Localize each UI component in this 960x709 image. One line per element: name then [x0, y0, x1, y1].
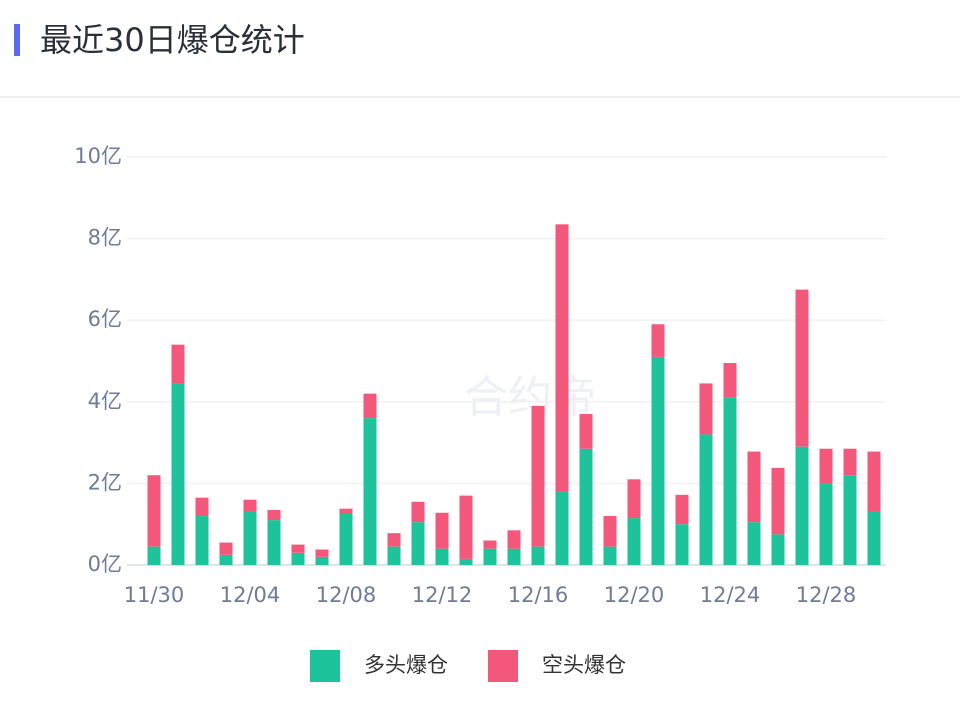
- page-title: 最近30日爆仓统计: [40, 21, 305, 59]
- title-accent: [14, 24, 20, 56]
- legend-label: 多头爆仓: [364, 653, 448, 677]
- bar-segment: [579, 448, 593, 565]
- bar-segment: [507, 530, 521, 549]
- bar-segment: [339, 514, 353, 565]
- y-tick-label: 6亿: [88, 307, 122, 331]
- bar-segment: [315, 556, 329, 565]
- bar-segment: [795, 446, 809, 565]
- watermark: 合约帝: [464, 372, 596, 423]
- bar-segment: [147, 546, 161, 565]
- bar-segment: [291, 552, 305, 565]
- bar-segment: [699, 383, 713, 435]
- y-tick-label: 10亿: [74, 144, 122, 168]
- x-tick-label: 11/30: [124, 583, 185, 607]
- bar-segment: [291, 544, 305, 553]
- bar-segment: [603, 546, 617, 565]
- x-tick-label: 12/16: [508, 583, 569, 607]
- bar-segment: [171, 344, 185, 384]
- bar-segment: [723, 363, 737, 398]
- bar-segment: [195, 497, 209, 517]
- bar-segment: [315, 549, 329, 557]
- bar-segment: [411, 522, 425, 565]
- bar-segment: [579, 414, 593, 449]
- bar-segment: [171, 383, 185, 565]
- bar-segment: [387, 546, 401, 565]
- bar-segment: [363, 418, 377, 565]
- bar-segment: [147, 475, 161, 547]
- bar-segment: [771, 467, 785, 535]
- bar-segment: [435, 512, 449, 549]
- x-tick-label: 12/12: [412, 583, 473, 607]
- y-tick-label: 2亿: [88, 470, 122, 494]
- legend-label: 空头爆仓: [542, 653, 626, 677]
- bar-segment: [459, 495, 473, 559]
- bar-segment: [795, 289, 809, 447]
- bar-segment: [867, 511, 881, 565]
- bar-segment: [603, 516, 617, 547]
- bar-segment: [555, 224, 569, 492]
- x-tick-label: 12/24: [700, 583, 761, 607]
- bar-segment: [675, 494, 689, 525]
- bar-segment: [507, 548, 521, 565]
- bar-segment: [195, 516, 209, 565]
- bar-segment: [843, 475, 857, 565]
- x-tick-label: 12/28: [796, 583, 857, 607]
- bar-segment: [483, 548, 497, 565]
- legend-swatch: [488, 650, 518, 682]
- bar-segment: [867, 451, 881, 512]
- bar-segment: [219, 542, 233, 555]
- bar-segment: [651, 324, 665, 357]
- bar-segment: [459, 558, 473, 565]
- y-tick-label: 4亿: [88, 389, 122, 413]
- bar-segment: [819, 483, 833, 565]
- bar-segment: [675, 524, 689, 565]
- legend-swatch: [310, 650, 340, 682]
- bar-segment: [483, 540, 497, 549]
- bar-segment: [723, 397, 737, 565]
- bar-segment: [843, 448, 857, 476]
- x-tick-label: 12/08: [316, 583, 377, 607]
- bar-segment: [819, 448, 833, 484]
- bar-segment: [267, 509, 281, 521]
- x-tick-label: 12/20: [604, 583, 665, 607]
- bar-segment: [531, 405, 545, 547]
- y-tick-label: 0亿: [88, 552, 122, 576]
- bar-segment: [435, 548, 449, 565]
- bar-segment: [699, 434, 713, 565]
- bar-segment: [747, 451, 761, 523]
- bar-segment: [651, 356, 665, 565]
- bar-segment: [219, 554, 233, 565]
- bar-segment: [771, 534, 785, 565]
- bar-segment: [387, 533, 401, 547]
- bar-segment: [243, 511, 257, 565]
- bar-segment: [627, 479, 641, 519]
- bar-segment: [363, 393, 377, 419]
- y-tick-label: 8亿: [88, 226, 122, 250]
- bar-segment: [243, 499, 257, 512]
- bar-segment: [531, 546, 545, 565]
- x-tick-label: 12/04: [220, 583, 281, 607]
- bar-segment: [411, 501, 425, 523]
- bar-segment: [747, 522, 761, 565]
- bar-segment: [555, 491, 569, 565]
- bar-segment: [339, 508, 353, 514]
- bar-segment: [267, 520, 281, 565]
- bar-segment: [627, 518, 641, 565]
